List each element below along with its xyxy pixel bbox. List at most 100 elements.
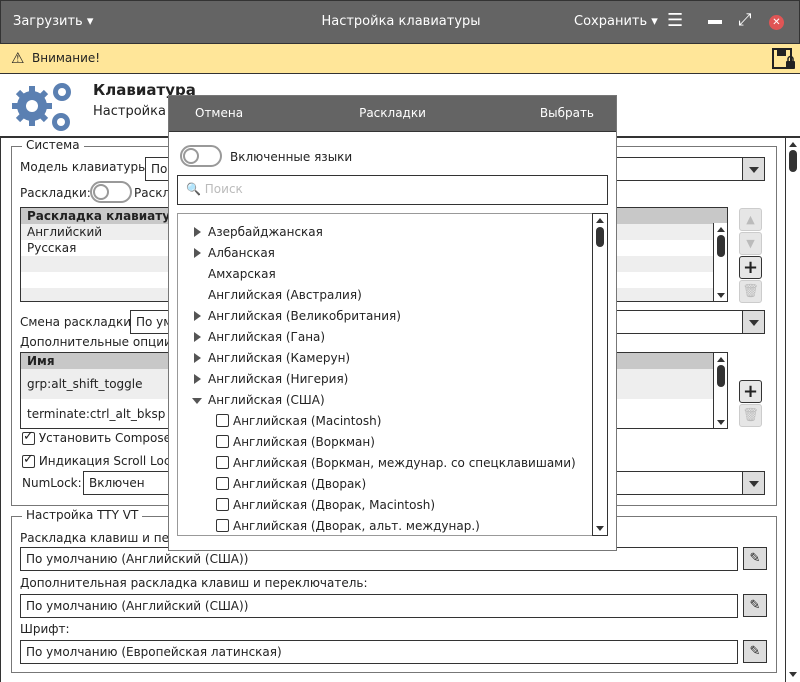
- caret-right-icon[interactable]: [194, 248, 201, 258]
- tty-keymap-label: Раскладка клавиш и пере: [20, 531, 184, 545]
- scroll-thumb[interactable]: [717, 235, 725, 257]
- scroll-up-icon[interactable]: [717, 227, 725, 232]
- scroll-lock-checkbox[interactable]: [22, 452, 35, 468]
- load-menu-button[interactable]: Загрузить ▾: [13, 14, 93, 29]
- maximize-icon[interactable]: ⤢: [738, 10, 752, 30]
- chevron-down-icon: [742, 158, 764, 180]
- layout-checkbox[interactable]: [216, 435, 229, 448]
- add-option-button[interactable]: +: [739, 380, 762, 403]
- caret-right-icon[interactable]: [194, 332, 201, 342]
- tty-font-label: Шрифт:: [20, 622, 70, 636]
- tree-item-label: Английская (Дворак, альт. междунар.): [233, 519, 480, 533]
- tty-extra-keymap-field[interactable]: По умолчанию (Английский (США)): [20, 594, 738, 618]
- options-table-scrollbar[interactable]: [713, 353, 727, 428]
- table-row[interactable]: terminate:ctrl_alt_bksp: [27, 407, 166, 421]
- tree-item-label: Английская (Дворак, Macintosh): [233, 498, 436, 512]
- save-lock-icon[interactable]: [772, 48, 796, 72]
- minimize-icon[interactable]: [708, 20, 722, 24]
- layouts-table-scrollbar[interactable]: [713, 223, 727, 301]
- caret-down-icon: ▾: [86, 14, 94, 29]
- tree-item-label: Азербайджанская: [208, 225, 323, 239]
- tree-item-label: Английская (Камерун): [208, 351, 351, 365]
- scroll-thumb[interactable]: [596, 227, 604, 247]
- tree-item-label: Албанская: [208, 246, 275, 260]
- move-down-button[interactable]: ▼: [739, 232, 762, 255]
- scroll-lock-checkbox-row[interactable]: Индикация Scroll Lock: [22, 452, 178, 468]
- layout-checkbox[interactable]: [216, 519, 229, 532]
- tree-item-label: Английская (Дворак): [233, 477, 367, 491]
- scroll-down-icon[interactable]: [717, 420, 725, 425]
- tty-font-field[interactable]: По умолчанию (Европейская латинская): [20, 640, 738, 664]
- delete-option-button[interactable]: 🗑: [739, 404, 762, 427]
- caret-right-icon[interactable]: [194, 353, 201, 363]
- tree-item-label: Английская (Воркман, междунар. со спецкл…: [233, 456, 576, 470]
- edit-extra-keymap-button[interactable]: ✎: [743, 594, 767, 617]
- delete-layout-button[interactable]: 🗑: [739, 280, 762, 303]
- tree-item-label: Английская (Гана): [208, 330, 326, 344]
- warning-icon: ⚠: [11, 49, 25, 67]
- enabled-languages-label: Включенные языки: [230, 150, 353, 164]
- scroll-thumb[interactable]: [717, 365, 725, 387]
- search-input[interactable]: 🔍 Поиск: [177, 175, 608, 205]
- cancel-button[interactable]: Отмена: [195, 106, 244, 120]
- scroll-down-icon[interactable]: [789, 672, 797, 677]
- select-button[interactable]: Выбрать: [539, 106, 594, 120]
- tree-scrollbar[interactable]: [592, 213, 608, 536]
- scroll-thumb[interactable]: [789, 150, 797, 172]
- scroll-lock-label: Индикация Scroll Lock: [38, 454, 178, 468]
- title-bar: Загрузить ▾ Настройка клавиатуры Сохрани…: [0, 0, 800, 44]
- layout-checkbox[interactable]: [216, 414, 229, 427]
- page-title: Клавиатура: [93, 81, 196, 99]
- save-menu-button[interactable]: Сохранить ▾: [574, 14, 658, 29]
- tty-extra-keymap-label: Дополнительная раскладка клавиш и перекл…: [20, 576, 368, 590]
- add-layout-button[interactable]: +: [739, 256, 762, 279]
- model-label: Модель клавиатуры:: [20, 160, 152, 174]
- warning-bar: ⚠ Внимание!: [0, 43, 800, 74]
- tree-item-label: Английская (США): [208, 393, 325, 407]
- tree-item-label: Английская (Macintosh): [233, 414, 382, 428]
- compose-checkbox[interactable]: [22, 429, 35, 445]
- dialog-header: Отмена Раскладки Выбрать: [169, 96, 616, 132]
- close-icon[interactable]: ✕: [769, 15, 784, 30]
- system-legend: Система: [22, 138, 84, 152]
- tree-item-label: Английская (Воркман): [233, 435, 375, 449]
- scroll-up-icon[interactable]: [596, 218, 604, 223]
- caret-right-icon[interactable]: [194, 374, 201, 384]
- enabled-languages-toggle[interactable]: [180, 145, 222, 167]
- load-label: Загрузить: [13, 14, 83, 29]
- scroll-down-icon[interactable]: [717, 293, 725, 298]
- warning-text: Внимание!: [32, 51, 101, 65]
- scroll-up-icon[interactable]: [789, 142, 797, 147]
- layout-checkbox[interactable]: [216, 456, 229, 469]
- edit-keymap-button[interactable]: ✎: [743, 547, 767, 570]
- compose-label: Установить Compose: [38, 431, 172, 445]
- tty-legend: Настройка TTY VT: [22, 508, 143, 522]
- table-row[interactable]: Русская: [27, 241, 77, 255]
- main-scrollbar[interactable]: [785, 138, 800, 682]
- switch-value: По ум: [136, 315, 173, 329]
- layout-checkbox[interactable]: [216, 477, 229, 490]
- options-label: Дополнительные опции:: [20, 335, 176, 349]
- tty-keymap-field[interactable]: По умолчанию (Английский (США)): [20, 547, 738, 571]
- chevron-down-icon: [742, 311, 764, 333]
- scroll-up-icon[interactable]: [717, 357, 725, 362]
- compose-checkbox-row[interactable]: Установить Compose: [22, 429, 172, 445]
- caret-right-icon[interactable]: [194, 311, 201, 321]
- gears-icon: [10, 80, 76, 139]
- layouts-toggle[interactable]: [90, 181, 132, 203]
- layouts-dialog: Отмена Раскладки Выбрать Включенные язык…: [168, 95, 617, 551]
- numlock-value: Включен: [89, 476, 145, 490]
- layouts-label: Раскладки:: [20, 186, 91, 200]
- layout-checkbox[interactable]: [216, 498, 229, 511]
- caret-down-icon[interactable]: [192, 398, 202, 404]
- tree-item-label: Английская (Нигерия): [208, 372, 349, 386]
- edit-font-button[interactable]: ✎: [743, 640, 767, 663]
- move-up-button[interactable]: ▲: [739, 208, 762, 231]
- caret-right-icon[interactable]: [194, 227, 201, 237]
- pencil-icon: ✎: [749, 551, 761, 566]
- hamburger-menu-icon[interactable]: ☰: [667, 10, 684, 31]
- scroll-down-icon[interactable]: [596, 526, 604, 531]
- layouts-tree: Азербайджанская Албанская Амхарская Английс…: [177, 213, 608, 536]
- search-placeholder: Поиск: [204, 182, 243, 196]
- model-value: По: [151, 162, 168, 176]
